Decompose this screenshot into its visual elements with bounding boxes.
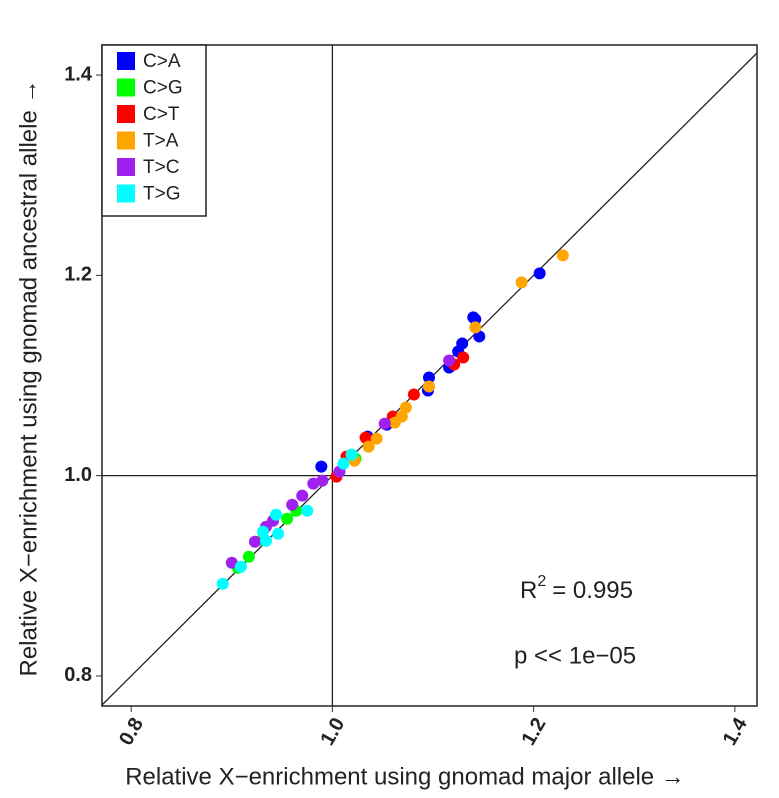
point — [260, 534, 273, 547]
point — [281, 512, 294, 525]
r-squared-symbol: R — [520, 577, 537, 604]
legend-label: T>A — [143, 131, 179, 152]
point — [443, 354, 456, 367]
point — [337, 457, 350, 470]
legend-label: C>A — [143, 51, 181, 72]
x-tick-label: 0.8 — [115, 714, 148, 749]
point — [422, 380, 435, 393]
point — [473, 330, 486, 343]
point — [256, 525, 269, 538]
y-tick-label: 1.2 — [64, 264, 92, 286]
r-squared-exponent: 2 — [537, 573, 546, 590]
y-tick-label: 1.0 — [64, 464, 92, 486]
legend-label: T>C — [143, 157, 179, 178]
y-tick-label: 0.8 — [64, 664, 92, 686]
point — [359, 431, 372, 444]
legend-label: T>G — [143, 184, 180, 205]
point — [272, 527, 285, 540]
legend-swatch — [117, 78, 135, 97]
x-axis-label: Relative X−enrichment using gnomad major… — [125, 763, 685, 790]
point — [316, 474, 329, 487]
point — [533, 267, 546, 280]
point — [370, 432, 383, 445]
point — [469, 321, 482, 334]
y-axis-label: Relative X−enrichment using gnomad ances… — [15, 80, 42, 677]
point — [399, 401, 412, 414]
point — [556, 249, 569, 262]
plot-frame — [101, 44, 758, 707]
point — [296, 489, 309, 502]
x-tick-label: 1.2 — [518, 714, 551, 749]
point — [301, 504, 314, 517]
point — [225, 556, 238, 569]
p-value: p << 1e−05 — [514, 642, 636, 669]
y-tick-label: 1.4 — [64, 63, 93, 85]
point — [515, 276, 528, 289]
r-squared: R2 = 0.995 — [520, 573, 633, 604]
point — [307, 477, 320, 490]
x-tick-label: 1.0 — [316, 714, 349, 749]
point — [286, 498, 299, 511]
x-tick-label: 1.4 — [719, 713, 752, 749]
point — [248, 535, 261, 548]
point — [242, 550, 255, 563]
legend-swatch — [117, 158, 135, 176]
point — [422, 371, 435, 384]
point — [234, 560, 247, 573]
point — [345, 448, 358, 461]
legend-swatch — [117, 105, 135, 123]
r-squared-value: = 0.995 — [552, 577, 633, 604]
point — [388, 416, 401, 429]
point — [407, 388, 420, 401]
legend-swatch — [117, 131, 135, 150]
point — [362, 440, 375, 453]
point — [457, 351, 470, 364]
legend-label: C>G — [143, 78, 183, 99]
point — [315, 460, 328, 473]
point — [270, 508, 283, 521]
point — [216, 577, 229, 590]
legend-swatch — [117, 52, 135, 70]
legend-label: C>T — [143, 104, 180, 125]
legend-swatch — [117, 184, 135, 203]
point — [378, 417, 391, 430]
